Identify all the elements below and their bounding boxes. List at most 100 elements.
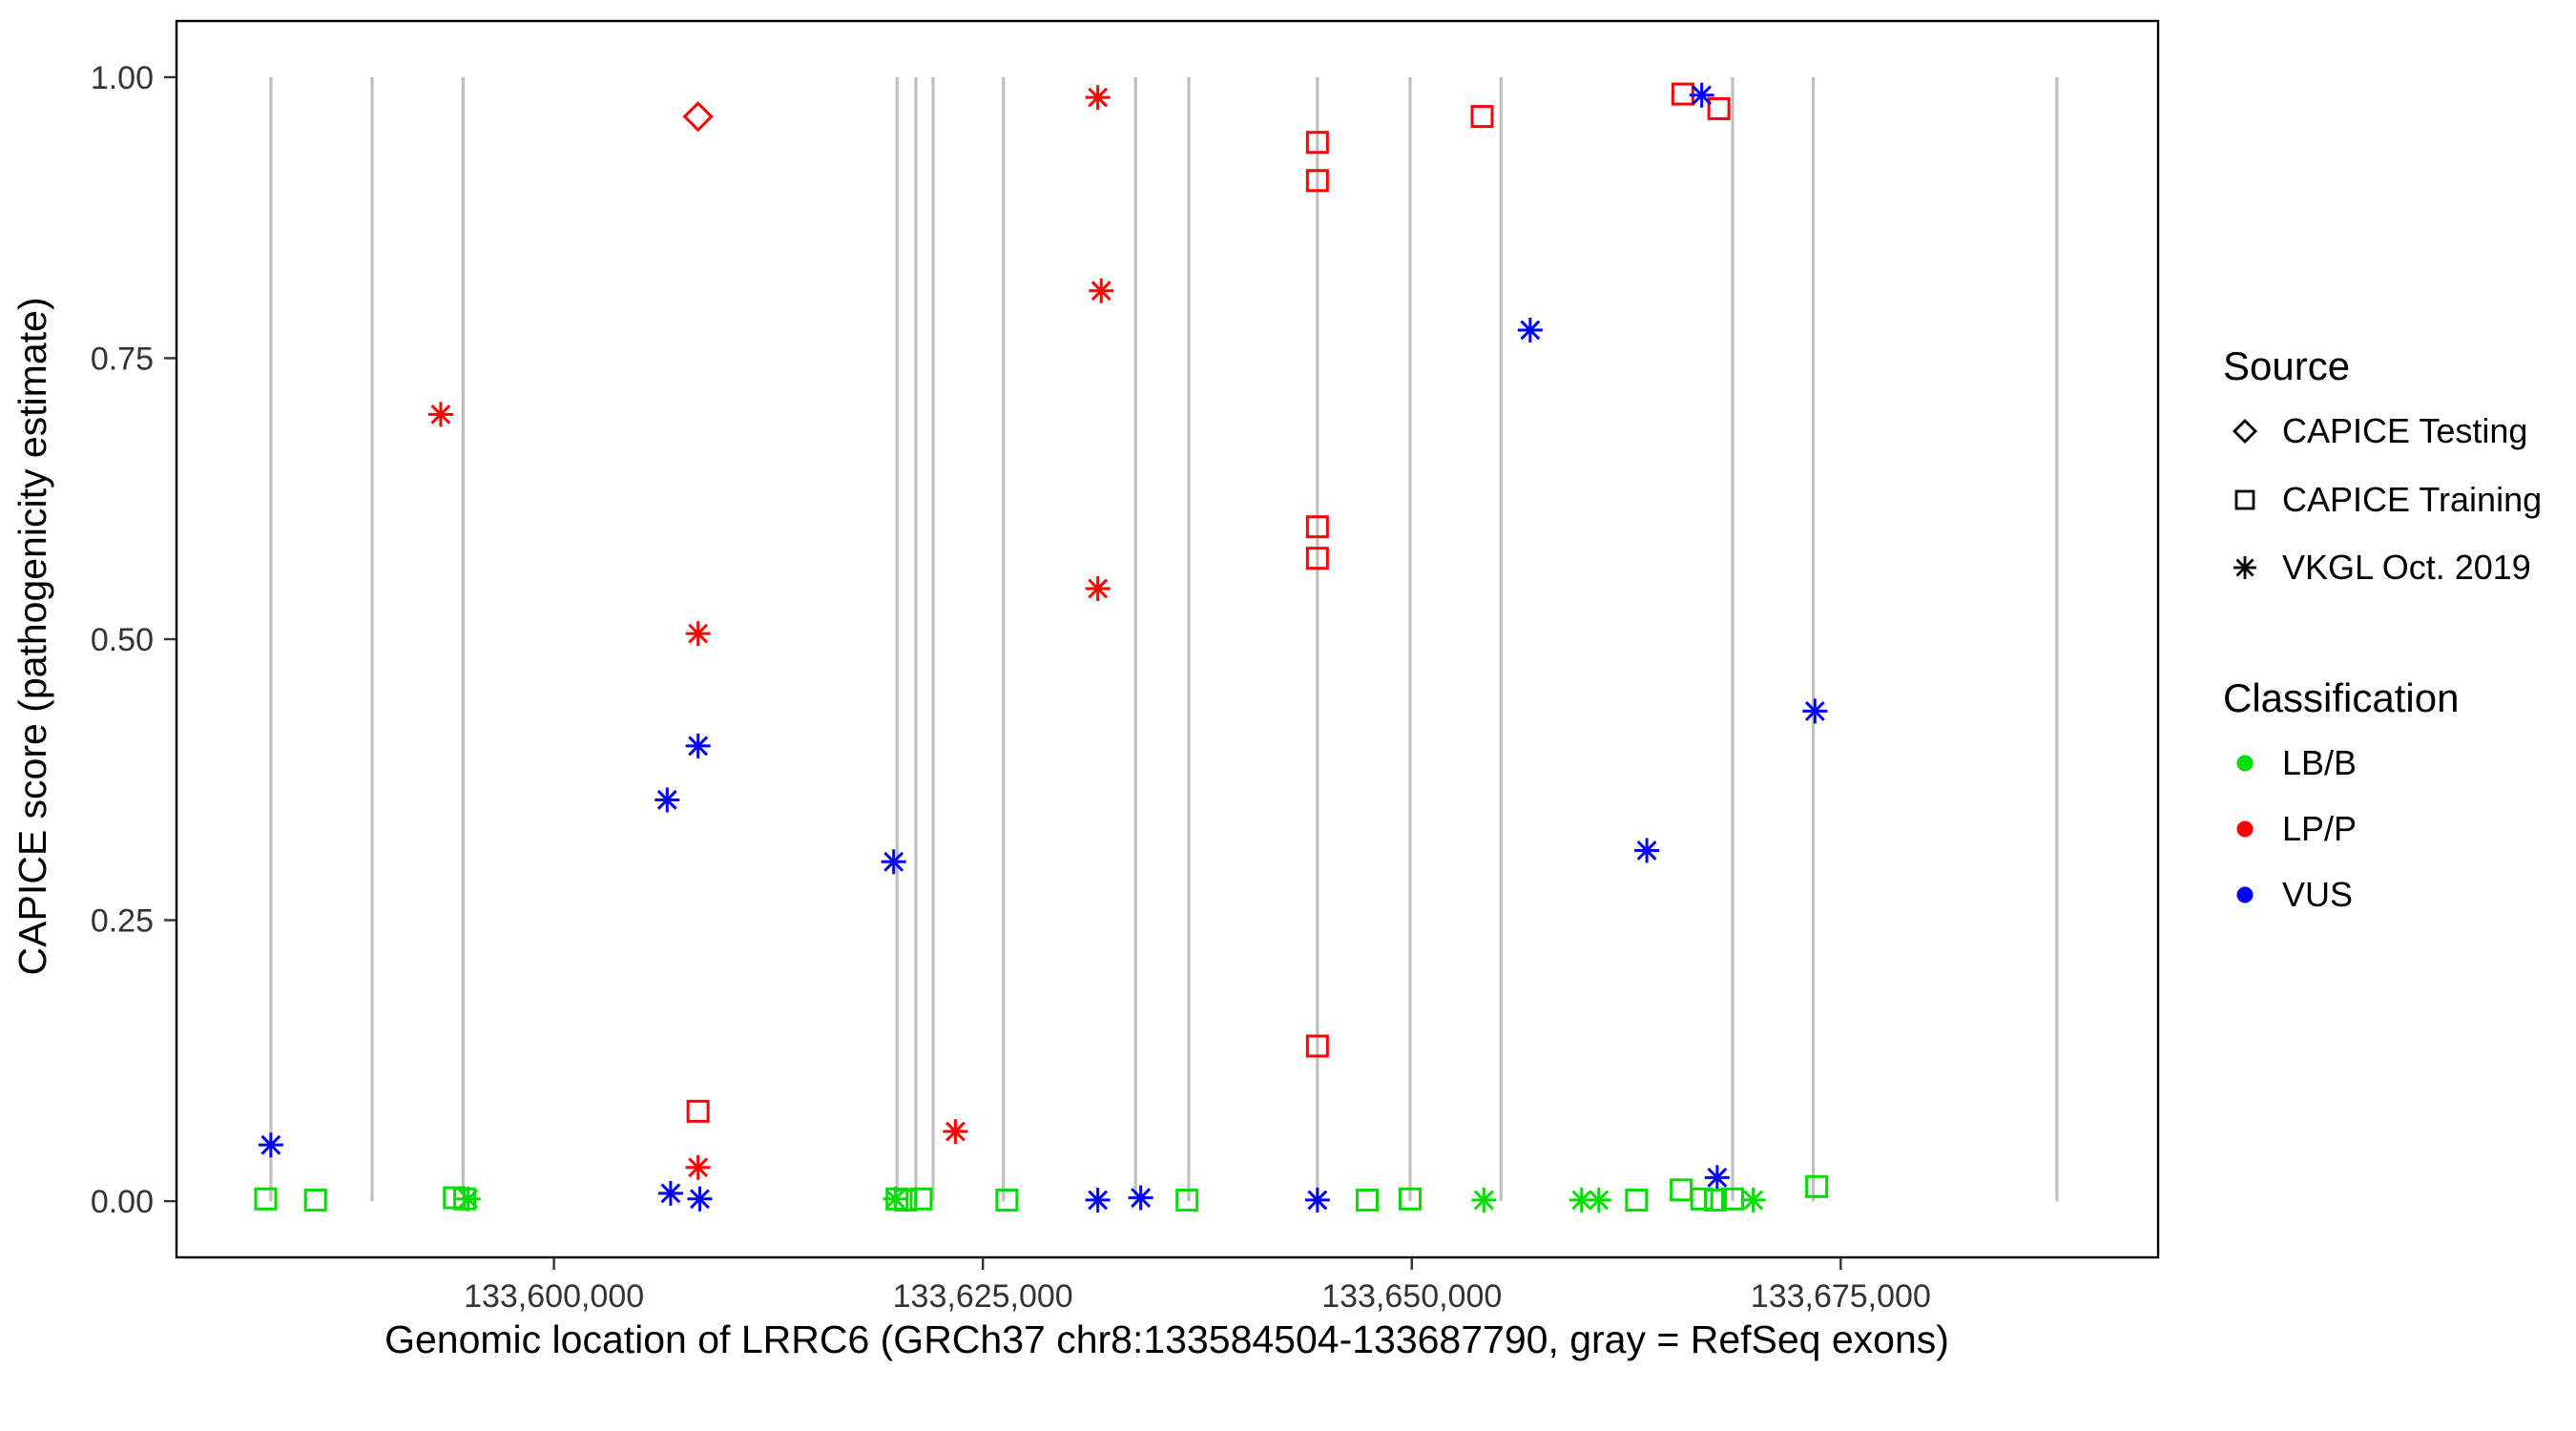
asterisk-marker	[260, 1134, 281, 1155]
data-point	[1704, 1188, 1728, 1212]
asterisk-marker	[688, 736, 709, 757]
data-point	[687, 1186, 713, 1212]
data-point	[254, 1187, 278, 1211]
data-point	[427, 402, 453, 427]
data-point	[1704, 1165, 1730, 1191]
y-axis-title: CAPICE score (pathogenicity estimate)	[10, 298, 54, 976]
asterisk-marker	[885, 1189, 905, 1210]
data-point	[1670, 1178, 1693, 1202]
asterisk-marker	[1589, 1190, 1610, 1211]
lpp-dot-icon	[2236, 820, 2254, 838]
data-point	[1305, 515, 1329, 539]
asterisk-marker	[1743, 1190, 1764, 1211]
square-marker	[686, 1099, 710, 1123]
legend-item-lbb: LB/B	[2236, 743, 2357, 782]
data-point	[258, 1132, 283, 1158]
square-marker	[1398, 1187, 1422, 1211]
exon-lines-layer	[269, 76, 2059, 1202]
data-point	[1689, 82, 1714, 108]
square-marker	[1625, 1188, 1649, 1212]
asterisk-marker	[458, 1189, 479, 1210]
asterisk-marker	[1091, 280, 1111, 301]
data-point	[1305, 131, 1329, 155]
data-point	[682, 101, 714, 133]
points-layer	[254, 82, 1829, 1213]
y-tick-label: 0.00	[91, 1184, 154, 1220]
y-tick-label: 0.75	[91, 341, 154, 377]
asterisk-marker	[430, 404, 451, 425]
asterisk-marker	[688, 1157, 709, 1178]
legend-item-label: VUS	[2282, 875, 2353, 914]
data-point	[1740, 1187, 1766, 1213]
legend-item-label: LP/P	[2282, 809, 2357, 848]
legend-item-label: CAPICE Testing	[2282, 411, 2527, 450]
legend-item-capice-testing: CAPICE Testing	[2233, 411, 2527, 450]
data-point	[686, 1099, 710, 1123]
data-point	[1586, 1187, 1611, 1213]
square-marker	[1670, 1178, 1693, 1202]
asterisk-marker	[1131, 1188, 1152, 1208]
square-marker	[1175, 1188, 1199, 1212]
square-marker	[1470, 105, 1494, 129]
data-point	[1625, 1188, 1649, 1212]
legend: Source CAPICE Testing CAPICE Training VK…	[2223, 343, 2542, 914]
data-point	[1175, 1188, 1199, 1212]
square-marker	[303, 1188, 327, 1212]
data-point	[1470, 105, 1494, 129]
square-marker	[1707, 96, 1731, 120]
data-point	[1305, 169, 1329, 193]
x-tick-label: 133,625,000	[893, 1278, 1073, 1315]
data-point	[685, 1154, 711, 1180]
data-point	[1690, 1187, 1714, 1211]
y-tick-label: 0.50	[91, 622, 154, 658]
data-point	[909, 1187, 933, 1211]
data-point	[1085, 85, 1111, 111]
data-point	[881, 849, 906, 875]
data-point	[303, 1188, 327, 1212]
square-marker	[1704, 1188, 1728, 1212]
data-point	[1085, 1187, 1111, 1213]
data-point	[455, 1186, 481, 1212]
data-point	[943, 1119, 968, 1145]
legend-item-capice-training: CAPICE Training	[2234, 480, 2542, 519]
asterisk-marker	[690, 1189, 710, 1210]
legend-item-lpp: LP/P	[2236, 809, 2357, 848]
square-marker	[1305, 547, 1329, 570]
axes-layer: 0.00 0.25 0.50 0.75 1.00 133,600,000 133,625,0…	[91, 60, 1931, 1315]
asterisk-marker	[1088, 87, 1109, 108]
square-marker	[254, 1187, 278, 1211]
data-point	[1805, 1174, 1829, 1198]
asterisk-marker	[660, 1183, 681, 1204]
asterisk-marker	[1307, 1190, 1328, 1211]
asterisk-marker	[1636, 840, 1657, 861]
data-point	[1568, 1187, 1594, 1213]
data-point	[1128, 1185, 1153, 1211]
asterisk-marker	[1571, 1190, 1592, 1211]
square-marker	[1690, 1187, 1714, 1211]
legend-item-label: CAPICE Training	[2282, 480, 2542, 519]
asterisk-marker	[1088, 1190, 1109, 1211]
x-tick-label: 133,675,000	[1751, 1278, 1931, 1315]
square-marker	[1355, 1188, 1379, 1212]
square-marker	[1305, 131, 1329, 155]
x-tick-label: 133,650,000	[1321, 1278, 1502, 1315]
diamond-marker	[682, 101, 714, 133]
data-point	[1517, 318, 1543, 342]
data-point	[1305, 547, 1329, 570]
asterisk-marker	[688, 623, 709, 644]
plot-panel-border	[175, 19, 2160, 1259]
asterisk-icon	[2233, 556, 2256, 579]
square-marker	[1305, 515, 1329, 539]
x-tick-label: 133,600,000	[464, 1278, 644, 1315]
asterisk-marker	[1692, 85, 1713, 106]
square-marker	[1805, 1174, 1829, 1198]
lbb-dot-icon	[2236, 755, 2254, 772]
square-icon	[2234, 489, 2255, 510]
data-point	[1355, 1188, 1379, 1212]
asterisk-marker	[1707, 1167, 1728, 1188]
data-point	[685, 621, 711, 647]
data-point	[654, 787, 680, 813]
square-marker	[1305, 1034, 1329, 1058]
